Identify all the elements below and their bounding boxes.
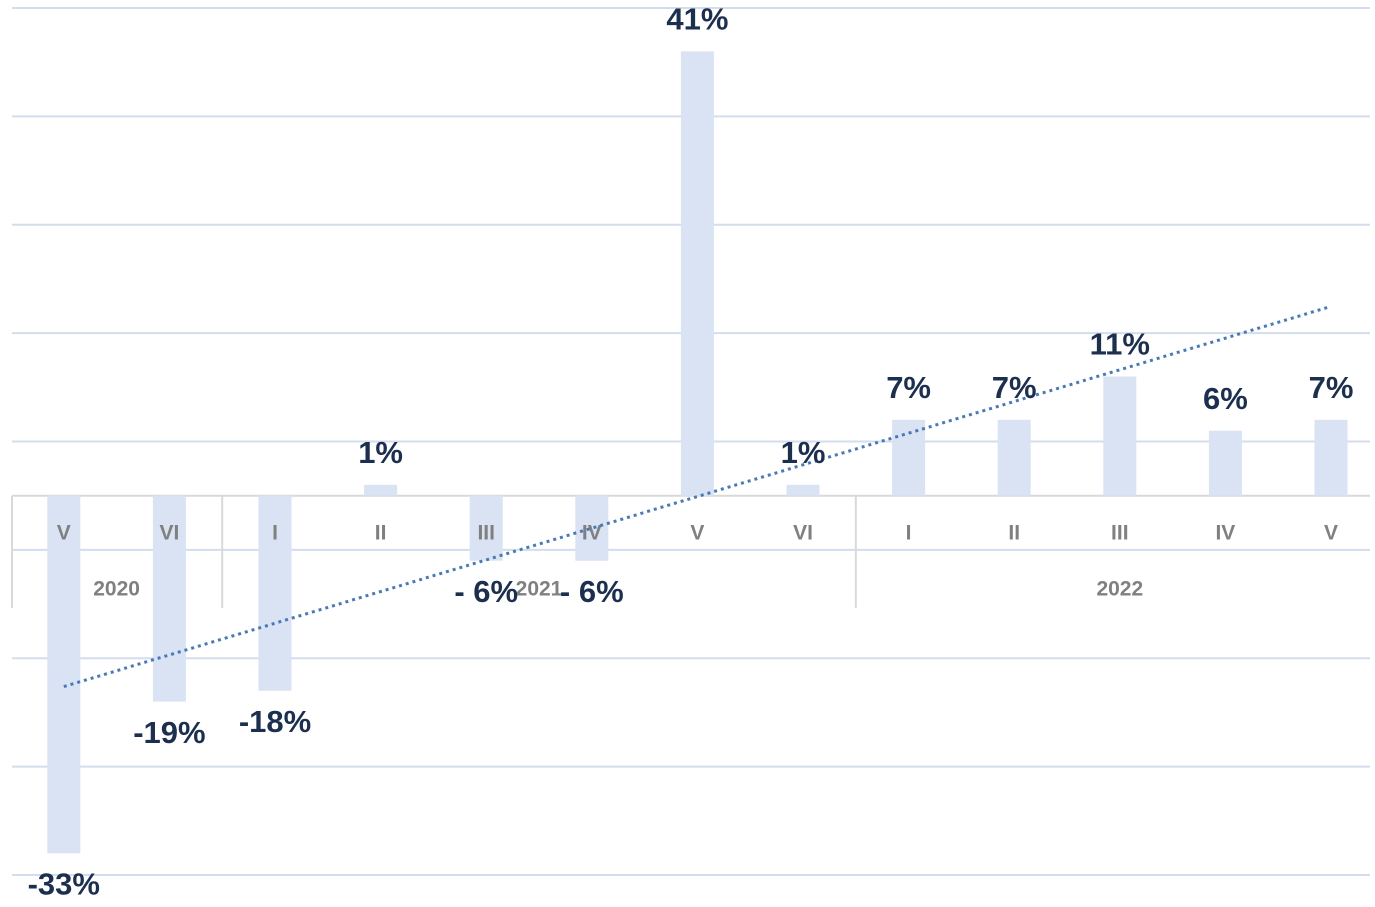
x-tick-label: IV <box>582 521 602 544</box>
x-tick-label: I <box>906 521 912 544</box>
x-tick-label: I <box>272 521 278 544</box>
bar <box>1314 419 1348 496</box>
data-label: 6% <box>1203 381 1248 416</box>
group-label: 2021 <box>516 577 563 600</box>
data-label: -18% <box>239 704 311 739</box>
x-tick-label: V <box>57 521 71 544</box>
bar <box>1208 430 1242 496</box>
x-tick-label: III <box>1111 521 1129 544</box>
data-label: - 6% <box>560 574 624 609</box>
data-label: 7% <box>1309 370 1354 405</box>
data-label: 7% <box>886 370 931 405</box>
x-tick-label: VI <box>159 521 179 544</box>
data-label: 1% <box>781 435 826 470</box>
x-tick-label: II <box>375 521 387 544</box>
data-label: 11% <box>1090 327 1150 362</box>
data-label: - 6% <box>454 574 518 609</box>
data-label: 1% <box>358 435 403 470</box>
data-label: 41% <box>666 2 728 37</box>
bar <box>680 51 714 496</box>
data-label: 7% <box>992 370 1037 405</box>
group-label: 2022 <box>1096 577 1143 600</box>
bar <box>258 495 292 691</box>
group-label: 2020 <box>93 577 140 600</box>
x-tick-label: V <box>1324 521 1338 544</box>
bar <box>47 495 81 854</box>
bar <box>575 495 609 561</box>
bar <box>1103 376 1137 496</box>
x-tick-label: II <box>1008 521 1020 544</box>
x-tick-label: III <box>477 521 495 544</box>
bar <box>152 495 186 702</box>
bar <box>892 419 926 496</box>
bar <box>786 484 820 496</box>
bar <box>997 419 1031 496</box>
data-label: -19% <box>133 715 205 750</box>
data-label: -33% <box>28 867 100 902</box>
x-tick-label: IV <box>1215 521 1235 544</box>
bar <box>364 484 398 496</box>
x-tick-label: V <box>690 521 704 544</box>
bar <box>469 495 503 561</box>
x-tick-label: VI <box>793 521 813 544</box>
